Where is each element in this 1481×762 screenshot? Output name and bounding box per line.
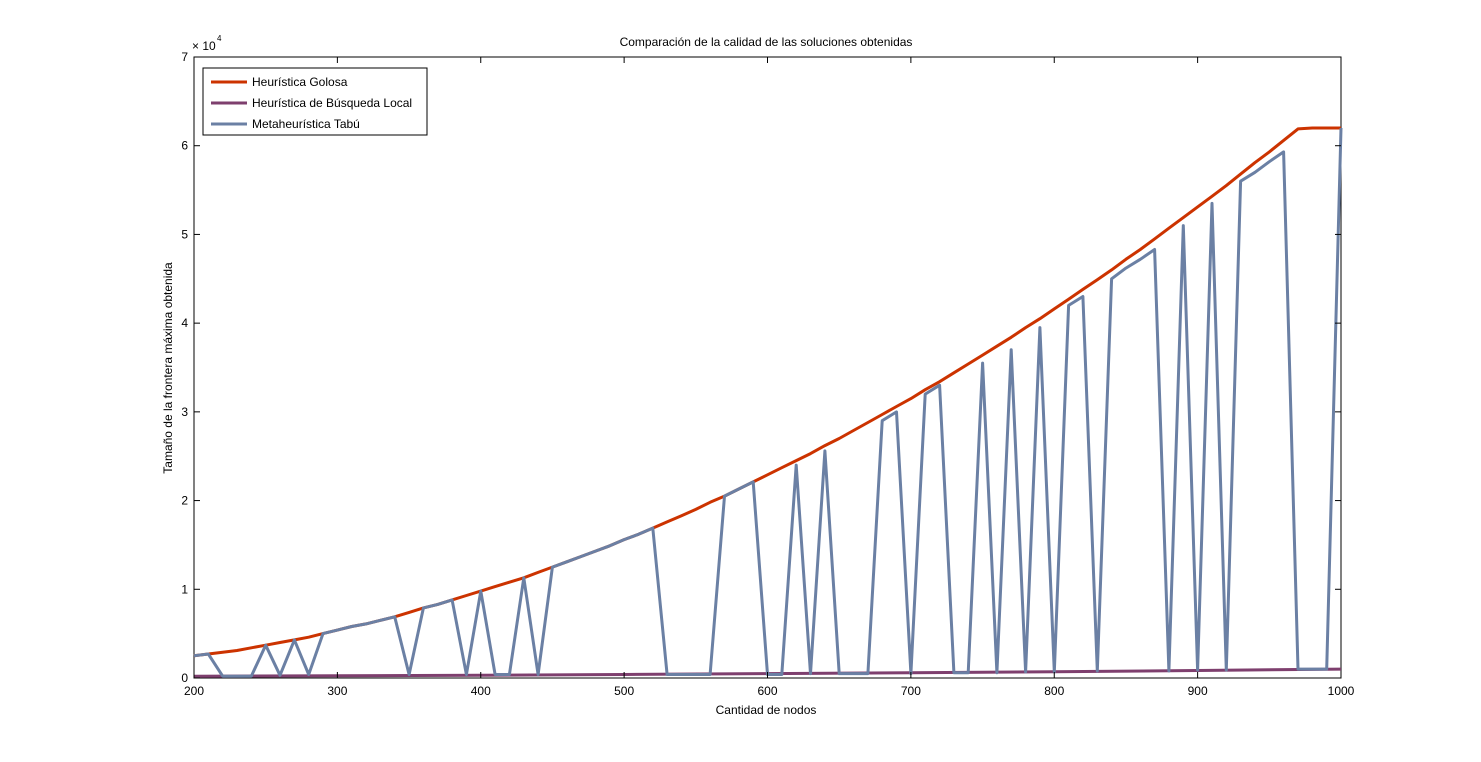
- x-tick-label: 300: [327, 684, 347, 698]
- chart-title: Comparación de la calidad de las solucio…: [620, 35, 913, 49]
- y-axis-exponent: × 10 4: [192, 34, 222, 53]
- y-tick-label: 3: [181, 405, 188, 419]
- x-axis-ticks: 200 300 400 500 600 700 800 900 1000: [184, 57, 1355, 698]
- y-axis-label: Tamaño de la frontera máxima obtenida: [161, 262, 175, 474]
- y-tick-label: 7: [181, 50, 188, 64]
- y-exponent-base: × 10: [192, 39, 216, 53]
- y-tick-label: 4: [181, 316, 188, 330]
- x-tick-label: 900: [1188, 684, 1208, 698]
- legend-label-3: Metaheurística Tabú: [252, 117, 360, 131]
- y-tick-label: 5: [181, 227, 188, 241]
- x-tick-label: 400: [471, 684, 491, 698]
- legend-label-1: Heurística Golosa: [252, 75, 348, 89]
- y-exponent-power: 4: [217, 34, 222, 43]
- x-tick-label: 600: [757, 684, 777, 698]
- legend: Heurística Golosa Heurística de Búsqueda …: [202, 67, 428, 136]
- y-tick-label: 0: [181, 671, 188, 685]
- x-tick-label: 1000: [1328, 684, 1355, 698]
- x-tick-label: 800: [1044, 684, 1064, 698]
- x-axis-label: Cantidad de nodos: [716, 703, 817, 717]
- y-axis-ticks: 0 1 2 3 4 5 6 7: [181, 50, 1341, 685]
- y-tick-label: 6: [181, 139, 188, 153]
- y-tick-label: 2: [181, 494, 188, 508]
- x-tick-label: 700: [901, 684, 921, 698]
- plot-area: [193, 56, 1343, 679]
- y-tick-label: 1: [181, 582, 188, 596]
- x-tick-label: 200: [184, 684, 204, 698]
- legend-label-2: Heurística de Búsqueda Local: [252, 96, 412, 110]
- x-tick-label: 500: [614, 684, 634, 698]
- plot-frame: [193, 56, 1342, 679]
